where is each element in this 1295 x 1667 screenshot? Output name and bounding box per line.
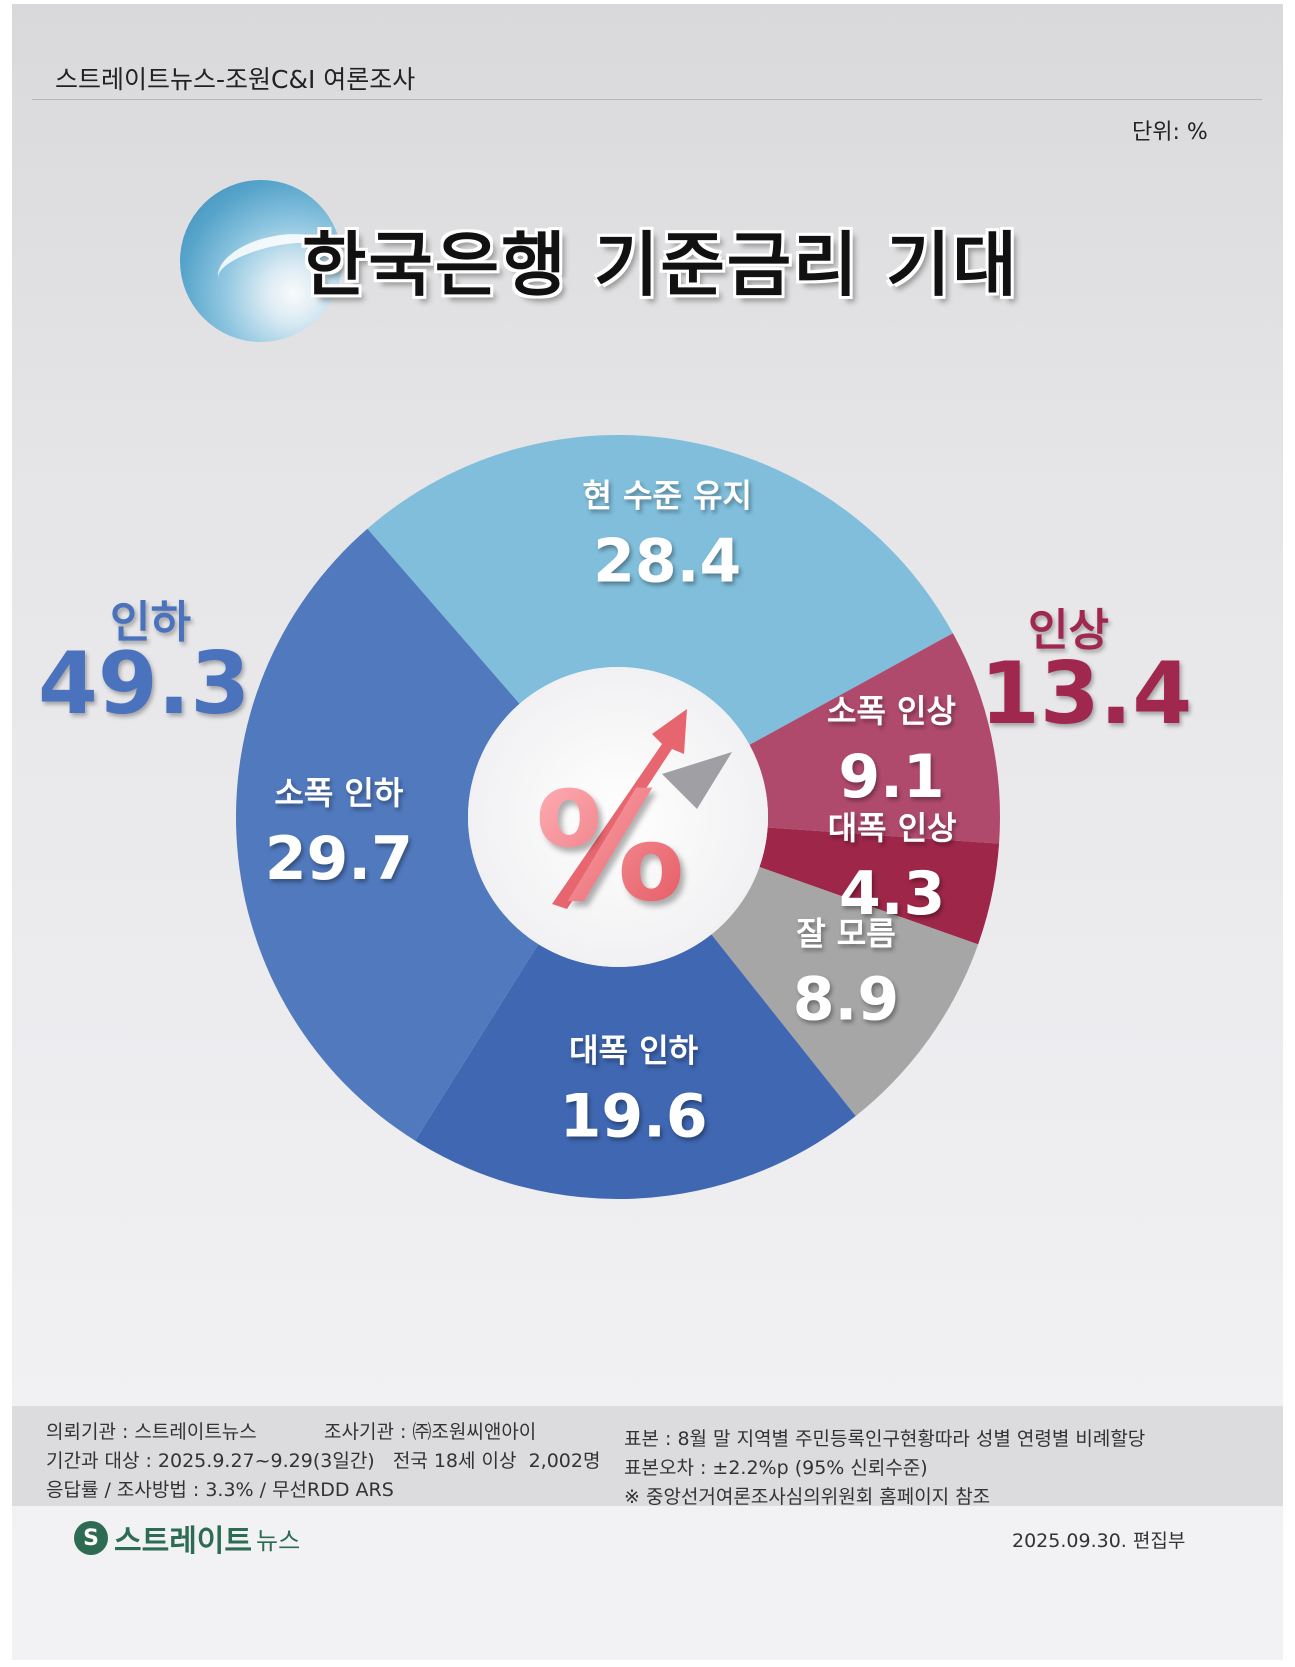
infographic-card: 스트레이트뉴스-조원C&I 여론조사 단위: % 한국은행 기준금리 기대 % … bbox=[12, 4, 1283, 1660]
header-divider bbox=[32, 99, 1262, 100]
brand-name: 스트레이트 bbox=[114, 1524, 252, 1559]
footer-note: ※ 중앙선거여론조사심의위원회 홈페이지 참조 bbox=[624, 1486, 991, 1508]
unit-label: 단위: % bbox=[1132, 120, 1208, 145]
percent-arrow-icon: % bbox=[535, 709, 732, 935]
donut-slice bbox=[711, 867, 979, 1117]
sphere-logo-icon bbox=[180, 180, 342, 342]
group-label-hike: 인상 bbox=[1028, 605, 1109, 656]
footer-client: 의뢰기관 : 스트레이트뉴스 bbox=[46, 1421, 257, 1443]
donut-slice bbox=[749, 633, 1001, 844]
footer-response: 응답률 / 조사방법 : 3.3% / 무선RDD ARS bbox=[46, 1479, 394, 1501]
donut-slice bbox=[367, 435, 953, 745]
brand-logo: S 스트레이트 뉴스 bbox=[74, 1516, 300, 1560]
slice-value: 19.6 bbox=[560, 1082, 708, 1152]
footer-period: 기간과 대상 : 2025.9.27~9.29(3일간) 전국 18세 이상 2… bbox=[46, 1450, 601, 1472]
slice-value: 28.4 bbox=[593, 526, 741, 596]
donut-slice bbox=[759, 827, 1000, 945]
slice-value: 8.9 bbox=[793, 965, 899, 1035]
survey-title: 스트레이트뉴스-조원C&I 여론조사 bbox=[55, 65, 416, 94]
s-logo-icon: S bbox=[74, 1521, 108, 1555]
footer-agency: 조사기관 : ㈜조원씨앤아이 bbox=[324, 1421, 537, 1443]
group-value-cut: 49.3 bbox=[38, 634, 251, 734]
publish-date: 2025.09.30. 편집부 bbox=[1012, 1530, 1186, 1552]
donut-chart: % 현 수준 유지 28.4 소폭 인상 9.1대폭 인상 4.3잘 모름 8.9 대폭 인… bbox=[236, 435, 1001, 1199]
slice-label: 대폭 인상 bbox=[828, 809, 957, 847]
slice-value: 4.3 bbox=[839, 859, 945, 929]
group-value-hike: 13.4 bbox=[980, 644, 1193, 744]
donut-slice bbox=[236, 528, 539, 1141]
brand-sub: 뉴스 bbox=[256, 1526, 301, 1555]
footer-error: 표본오차 : ±2.2%p (95% 신뢰수준) bbox=[624, 1457, 928, 1479]
slice-label: 소폭 인상 bbox=[827, 692, 956, 730]
footer-sample: 표본 : 8월 말 지역별 주민등록인구현황따라 성별 연령별 비례할당 bbox=[624, 1428, 1146, 1450]
donut-slice bbox=[415, 934, 856, 1199]
center-symbol: % bbox=[535, 761, 685, 935]
slice-label: 현 수준 유지 bbox=[582, 476, 751, 514]
slice-label: 잘 모름 bbox=[796, 915, 895, 953]
slice-value: 9.1 bbox=[838, 742, 944, 812]
slice-value: 29.7 bbox=[265, 824, 413, 894]
slice-label: 소폭 인하 bbox=[274, 774, 403, 812]
chart-title: 한국은행 기준금리 기대 bbox=[302, 224, 1019, 306]
group-label-cut: 인하 bbox=[110, 597, 191, 648]
footer-band bbox=[12, 1406, 1283, 1506]
slice-label: 대폭 인하 bbox=[569, 1032, 698, 1070]
